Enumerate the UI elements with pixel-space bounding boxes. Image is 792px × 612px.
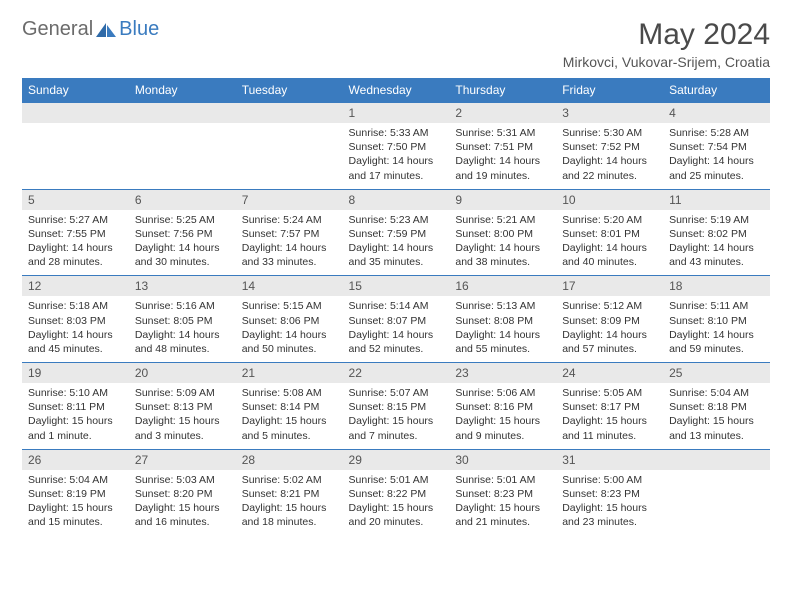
day-detail-cell: Sunrise: 5:15 AMSunset: 8:06 PMDaylight:… [236,296,343,362]
day-number-cell: 18 [663,276,770,297]
logo-text-general: General [22,18,93,41]
location: Mirkovci, Vukovar-Srijem, Croatia [563,54,770,70]
day-detail-cell: Sunrise: 5:06 AMSunset: 8:16 PMDaylight:… [449,383,556,449]
day-detail-cell: Sunrise: 5:31 AMSunset: 7:51 PMDaylight:… [449,123,556,189]
day-detail-cell: Sunrise: 5:11 AMSunset: 8:10 PMDaylight:… [663,296,770,362]
day-detail-cell: Sunrise: 5:21 AMSunset: 8:00 PMDaylight:… [449,210,556,276]
day-number-cell: 31 [556,449,663,470]
day-number-cell: 10 [556,189,663,210]
day-detail-cell: Sunrise: 5:04 AMSunset: 8:19 PMDaylight:… [22,470,129,536]
day-number-row: 1234 [22,103,770,124]
day-detail-cell: Sunrise: 5:18 AMSunset: 8:03 PMDaylight:… [22,296,129,362]
day-detail-row: Sunrise: 5:18 AMSunset: 8:03 PMDaylight:… [22,296,770,362]
day-detail-cell: Sunrise: 5:12 AMSunset: 8:09 PMDaylight:… [556,296,663,362]
day-detail-cell: Sunrise: 5:05 AMSunset: 8:17 PMDaylight:… [556,383,663,449]
logo: General Blue [22,18,159,41]
day-detail-cell: Sunrise: 5:20 AMSunset: 8:01 PMDaylight:… [556,210,663,276]
day-number-row: 19202122232425 [22,363,770,384]
day-number-cell: 12 [22,276,129,297]
calendar-table: Sunday Monday Tuesday Wednesday Thursday… [22,78,770,535]
day-detail-cell: Sunrise: 5:28 AMSunset: 7:54 PMDaylight:… [663,123,770,189]
day-number-cell [663,449,770,470]
weekday-header: Friday [556,78,663,103]
day-number-row: 567891011 [22,189,770,210]
day-number-cell: 9 [449,189,556,210]
weekday-header-row: Sunday Monday Tuesday Wednesday Thursday… [22,78,770,103]
day-number-cell: 6 [129,189,236,210]
day-number-cell: 23 [449,363,556,384]
title-block: May 2024 Mirkovci, Vukovar-Srijem, Croat… [563,18,770,70]
logo-text-blue: Blue [119,18,159,41]
day-number-cell: 17 [556,276,663,297]
day-number-cell: 27 [129,449,236,470]
day-detail-cell: Sunrise: 5:01 AMSunset: 8:22 PMDaylight:… [343,470,450,536]
weekday-header: Saturday [663,78,770,103]
day-detail-cell: Sunrise: 5:13 AMSunset: 8:08 PMDaylight:… [449,296,556,362]
day-number-cell: 30 [449,449,556,470]
day-detail-cell: Sunrise: 5:08 AMSunset: 8:14 PMDaylight:… [236,383,343,449]
day-number-cell [22,103,129,124]
day-number-cell: 4 [663,103,770,124]
day-detail-cell: Sunrise: 5:00 AMSunset: 8:23 PMDaylight:… [556,470,663,536]
day-detail-cell: Sunrise: 5:23 AMSunset: 7:59 PMDaylight:… [343,210,450,276]
day-number-cell [236,103,343,124]
day-detail-cell: Sunrise: 5:24 AMSunset: 7:57 PMDaylight:… [236,210,343,276]
day-number-cell: 22 [343,363,450,384]
day-number-cell: 13 [129,276,236,297]
day-number-cell: 29 [343,449,450,470]
day-number-cell: 3 [556,103,663,124]
day-number-cell: 21 [236,363,343,384]
day-detail-cell: Sunrise: 5:16 AMSunset: 8:05 PMDaylight:… [129,296,236,362]
day-number-cell: 11 [663,189,770,210]
day-detail-cell: Sunrise: 5:02 AMSunset: 8:21 PMDaylight:… [236,470,343,536]
day-detail-row: Sunrise: 5:27 AMSunset: 7:55 PMDaylight:… [22,210,770,276]
day-detail-cell [129,123,236,189]
day-detail-row: Sunrise: 5:33 AMSunset: 7:50 PMDaylight:… [22,123,770,189]
day-detail-cell [663,470,770,536]
weekday-header: Thursday [449,78,556,103]
day-number-cell: 28 [236,449,343,470]
month-title: May 2024 [563,18,770,52]
weekday-header: Wednesday [343,78,450,103]
day-detail-cell: Sunrise: 5:10 AMSunset: 8:11 PMDaylight:… [22,383,129,449]
day-number-row: 12131415161718 [22,276,770,297]
day-number-cell: 2 [449,103,556,124]
day-detail-row: Sunrise: 5:10 AMSunset: 8:11 PMDaylight:… [22,383,770,449]
day-number-row: 262728293031 [22,449,770,470]
day-number-cell: 1 [343,103,450,124]
day-detail-cell: Sunrise: 5:07 AMSunset: 8:15 PMDaylight:… [343,383,450,449]
day-number-cell [129,103,236,124]
day-number-cell: 8 [343,189,450,210]
day-number-cell: 19 [22,363,129,384]
day-number-cell: 20 [129,363,236,384]
day-detail-cell: Sunrise: 5:09 AMSunset: 8:13 PMDaylight:… [129,383,236,449]
day-number-cell: 5 [22,189,129,210]
day-detail-cell: Sunrise: 5:03 AMSunset: 8:20 PMDaylight:… [129,470,236,536]
day-detail-cell: Sunrise: 5:19 AMSunset: 8:02 PMDaylight:… [663,210,770,276]
header: General Blue May 2024 Mirkovci, Vukovar-… [22,18,770,70]
weekday-header: Sunday [22,78,129,103]
day-detail-cell: Sunrise: 5:01 AMSunset: 8:23 PMDaylight:… [449,470,556,536]
day-detail-cell: Sunrise: 5:14 AMSunset: 8:07 PMDaylight:… [343,296,450,362]
weekday-header: Monday [129,78,236,103]
day-number-cell: 14 [236,276,343,297]
day-detail-row: Sunrise: 5:04 AMSunset: 8:19 PMDaylight:… [22,470,770,536]
day-number-cell: 24 [556,363,663,384]
logo-sail-icon [95,22,117,38]
day-detail-cell [236,123,343,189]
day-detail-cell: Sunrise: 5:25 AMSunset: 7:56 PMDaylight:… [129,210,236,276]
day-number-cell: 15 [343,276,450,297]
day-detail-cell: Sunrise: 5:30 AMSunset: 7:52 PMDaylight:… [556,123,663,189]
day-detail-cell: Sunrise: 5:04 AMSunset: 8:18 PMDaylight:… [663,383,770,449]
day-detail-cell: Sunrise: 5:33 AMSunset: 7:50 PMDaylight:… [343,123,450,189]
weekday-header: Tuesday [236,78,343,103]
day-detail-cell: Sunrise: 5:27 AMSunset: 7:55 PMDaylight:… [22,210,129,276]
day-number-cell: 16 [449,276,556,297]
day-number-cell: 25 [663,363,770,384]
day-detail-cell [22,123,129,189]
day-number-cell: 26 [22,449,129,470]
day-number-cell: 7 [236,189,343,210]
